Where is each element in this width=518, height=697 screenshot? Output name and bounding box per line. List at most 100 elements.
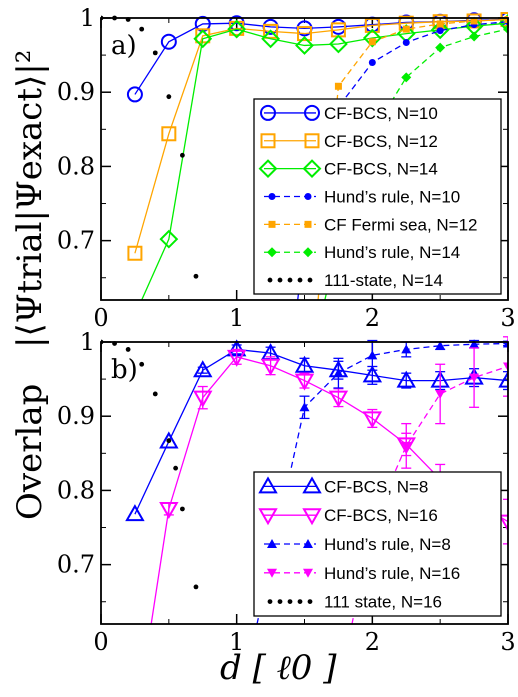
legend-marker	[267, 599, 273, 604]
x-tick-label: 0	[93, 304, 108, 332]
y-tick-label: 0.9	[57, 402, 95, 430]
y-tick-label: 1	[80, 4, 95, 32]
data-point	[193, 360, 213, 378]
data-point	[226, 349, 247, 367]
data-point	[503, 338, 508, 348]
legend-entry: Hund’s rule, N=8	[264, 535, 451, 554]
data-point	[401, 72, 412, 83]
data-point	[193, 390, 213, 408]
legend-label: CF Fermi sea, N=12	[324, 215, 478, 234]
series-5	[317, 15, 508, 300]
data-point	[364, 17, 380, 33]
data-point	[180, 506, 185, 512]
series-line	[256, 342, 508, 624]
data-point	[127, 245, 143, 261]
legend-marker	[302, 159, 322, 179]
legend-marker	[267, 568, 277, 578]
legend-label: CF-BCS, N=12	[324, 132, 438, 151]
y-tick-label: 1	[80, 328, 95, 356]
legend-label: Hund’s rule, N=14	[324, 243, 460, 262]
legend-label: 111 state, N=16	[324, 593, 442, 612]
data-point	[402, 38, 410, 46]
data-point	[498, 514, 508, 532]
panel-label: b)	[111, 355, 138, 385]
data-point	[263, 23, 279, 39]
legend-entry: CF-BCS, N=14	[258, 159, 438, 179]
series-line	[134, 18, 508, 95]
data-point	[498, 370, 508, 388]
legend-marker	[304, 220, 312, 228]
data-point	[125, 347, 131, 352]
series-7	[101, 15, 199, 279]
data-point	[503, 24, 508, 35]
legend-marker	[267, 247, 277, 258]
legend-marker	[302, 476, 322, 494]
legend-marker	[277, 277, 283, 283]
legend-marker	[297, 599, 303, 604]
data-point	[435, 389, 446, 399]
panel-label: a)	[111, 31, 137, 61]
data-point	[139, 361, 145, 367]
data-point	[430, 20, 450, 40]
data-point	[503, 362, 508, 372]
data-point	[139, 26, 145, 32]
data-point	[435, 42, 446, 53]
data-point	[333, 368, 344, 378]
y-tick-label: 0.7	[57, 227, 95, 255]
data-point	[160, 33, 177, 50]
legend-entry: Hund’s rule, N=10	[264, 188, 460, 207]
data-point	[401, 441, 412, 451]
data-point	[260, 358, 281, 376]
data-point	[362, 28, 382, 48]
x-tick-label: 1	[229, 628, 244, 656]
data-point	[297, 26, 312, 42]
data-point	[152, 50, 158, 56]
legend-label: CF-BCS, N=10	[324, 104, 438, 123]
plot-frame	[100, 17, 509, 301]
legend-label: Hund’s rule, N=10	[324, 188, 460, 207]
legend-entry: CF-BCS, N=8	[258, 476, 428, 496]
legend-marker	[258, 508, 278, 526]
legend-entry: Hund’s rule, N=16	[264, 564, 460, 583]
legend-marker	[297, 277, 303, 283]
y-tick-label: 0.9	[57, 78, 95, 106]
legend-entry: Hund’s rule, N=14	[264, 243, 460, 262]
data-point	[159, 501, 179, 519]
legend-label: CF-BCS, N=8	[324, 477, 428, 496]
data-point	[125, 504, 145, 522]
legend-label: 111-state, N=14	[324, 271, 443, 290]
legend-marker	[260, 133, 276, 149]
legend-marker	[307, 599, 313, 604]
y-axis-label-prefix: Overlap	[10, 383, 50, 520]
legend-marker	[304, 104, 320, 121]
data-point	[436, 20, 444, 28]
data-point	[299, 402, 310, 412]
legend-marker	[304, 133, 320, 149]
data-point	[159, 229, 179, 249]
series-5	[101, 339, 199, 590]
legend-entry: CF-BCS, N=16	[258, 506, 438, 526]
legend-marker	[302, 508, 322, 526]
legend-marker	[307, 277, 313, 283]
y-axis-label-formula: |⟨Ψtrial|Ψexact⟩|²	[10, 49, 50, 348]
data-point	[469, 373, 480, 383]
data-point	[367, 350, 378, 360]
legend-marker	[303, 568, 313, 578]
legend-marker	[303, 539, 313, 548]
data-point	[470, 17, 478, 25]
data-point	[161, 126, 177, 142]
data-point	[126, 86, 143, 103]
legend: CF-BCS, N=8 CF-BCS, N=16 Hund’s rule, N=8 H…	[253, 471, 502, 617]
data-point	[498, 13, 508, 33]
data-point	[180, 152, 185, 158]
plot-frame	[100, 341, 509, 625]
legend-label: Hund’s rule, N=8	[324, 535, 451, 554]
y-axis-label: Overlap |⟨Ψtrial|Ψexact⟩|²	[10, 50, 50, 520]
data-point	[334, 82, 342, 90]
x-tick-label: 1	[229, 304, 244, 332]
legend-marker	[303, 247, 313, 258]
legend-label: CF-BCS, N=16	[324, 506, 438, 525]
data-point	[329, 34, 348, 54]
data-point	[193, 584, 199, 590]
x-tick-label: 2	[365, 628, 380, 656]
